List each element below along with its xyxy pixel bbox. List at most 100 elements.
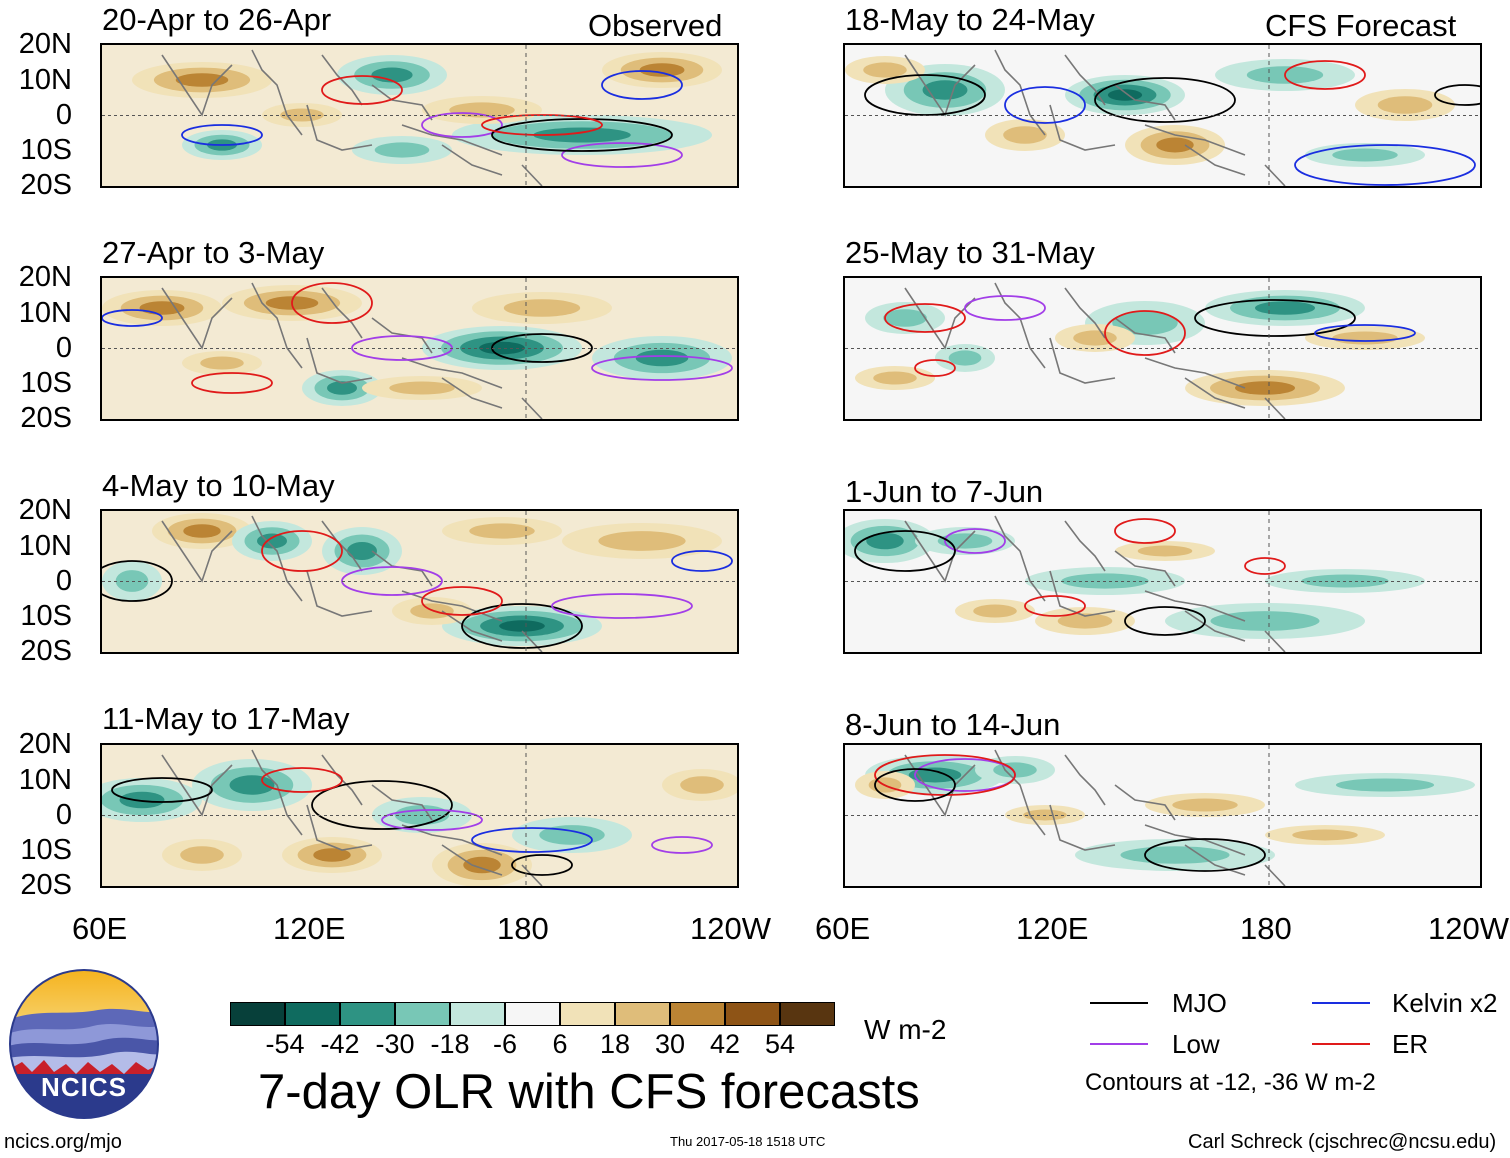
colorbar-tick-label: 30 (654, 1029, 686, 1059)
observed-label: Observed (588, 8, 723, 43)
coastline (904, 754, 976, 817)
lat-label: 0 (55, 332, 72, 364)
map-forecast-3 (843, 509, 1482, 654)
lat-label: 10S (20, 834, 72, 866)
colorbar-units: W m-2 (864, 1014, 947, 1045)
lat-label: 10N (18, 530, 72, 562)
olr-negative-anomaly (533, 127, 631, 143)
olr-negative-anomaly (327, 381, 357, 395)
lon-label-120e-right: 120E (1016, 911, 1089, 946)
er-contour (321, 75, 403, 105)
legend-mjo-label: MJO (1172, 988, 1227, 1018)
coastline (1264, 864, 1286, 886)
olr-positive-anomaly (1003, 126, 1047, 144)
coastline (441, 144, 503, 176)
legend-kelvin-label: Kelvin x2 (1392, 988, 1498, 1018)
kel-contour (1314, 324, 1416, 342)
lon-label-120w-right: 120W (1428, 911, 1509, 946)
coastline (321, 754, 363, 806)
lat-label: 0 (55, 99, 72, 131)
lat-label: 10N (18, 764, 72, 796)
olr-negative-anomaly (948, 350, 982, 366)
colorbar-swatch (670, 1002, 725, 1026)
ncics-logo: NCICS (8, 968, 160, 1120)
map-observed-3 (100, 509, 739, 654)
lat-label: 10S (20, 134, 72, 166)
er-contour (1114, 518, 1176, 544)
olr-positive-anomaly (389, 381, 455, 395)
coastline (1184, 844, 1246, 876)
er-contour (1024, 595, 1086, 617)
kel-contour (601, 70, 683, 100)
olr-negative-anomaly (1107, 89, 1143, 101)
mjo-contour (1194, 299, 1356, 337)
panel-title-observed-2: 27-Apr to 3-May (102, 235, 325, 270)
coastline (251, 749, 303, 836)
mjo-contour (311, 780, 453, 830)
coastline (1064, 754, 1106, 806)
lat-label: 20S (20, 869, 72, 901)
olr-negative-anomaly (374, 142, 430, 158)
mjo-contour (874, 768, 956, 802)
coastline (1114, 550, 1176, 587)
er-contour (914, 359, 956, 377)
er-contour (261, 530, 343, 572)
low-contour (551, 593, 693, 619)
kel-contour (102, 309, 163, 327)
olr-map-graphic (845, 511, 1480, 652)
legend-er-line (1312, 1043, 1370, 1045)
lat-label: 20N (18, 261, 72, 293)
panel-title-observed-4: 11-May to 17-May (102, 701, 350, 736)
lon-label-120e-left: 120E (273, 911, 346, 946)
olr-positive-anomaly (313, 848, 351, 862)
colorbar-tick-label: 18 (599, 1029, 631, 1059)
olr-positive-anomaly (1172, 798, 1238, 812)
olr-map-graphic (845, 45, 1480, 186)
low-contour (561, 142, 683, 168)
colorbar-swatch (725, 1002, 780, 1026)
low-contour (964, 295, 1046, 321)
mjo-contour (1434, 84, 1480, 106)
coastline (1114, 84, 1176, 121)
lon-label-180-right: 180 (1240, 911, 1292, 946)
coastline (1114, 784, 1176, 821)
low-contour (421, 112, 503, 138)
olr-map-graphic (102, 745, 737, 886)
coastline (321, 520, 363, 572)
low-contour (944, 528, 1006, 554)
olr-positive-anomaly (873, 371, 917, 385)
kel-contour (181, 124, 263, 146)
map-observed-1 (100, 43, 739, 188)
lat-label: 10S (20, 600, 72, 632)
olr-positive-anomaly (175, 73, 229, 87)
mjo-contour (854, 530, 956, 572)
olr-positive-anomaly (863, 62, 907, 78)
main-title: 7-day OLR with CFS forecasts (258, 1065, 920, 1119)
olr-negative-anomaly (883, 309, 927, 327)
colorbar-tick-label: -42 (320, 1029, 360, 1059)
olr-positive-anomaly (503, 299, 581, 317)
panel-title-observed-1: 20-Apr to 26-Apr (102, 2, 332, 37)
contour-note: Contours at -12, -36 W m-2 (1085, 1069, 1376, 1096)
mjo-contour (102, 560, 173, 602)
coastline (1064, 54, 1106, 106)
er-contour (421, 586, 503, 616)
er-contour (1244, 557, 1286, 575)
lon-label-60e-right: 60E (815, 911, 871, 946)
er-contour (1104, 310, 1186, 356)
logo-text: NCICS (41, 1072, 127, 1102)
lat-label: 20S (20, 169, 72, 201)
olr-negative-anomaly (993, 762, 1037, 778)
lat-label: 20N (18, 28, 72, 60)
colorbar-swatch (285, 1002, 340, 1026)
olr-map-graphic (102, 45, 737, 186)
map-forecast-1 (843, 43, 1482, 188)
panel-title-forecast-4: 8-Jun to 14-Jun (845, 707, 1061, 742)
coastline (1184, 144, 1246, 176)
mjo-contour (511, 854, 573, 876)
coastline (441, 377, 503, 409)
coastline (306, 570, 373, 617)
lat-label: 10N (18, 297, 72, 329)
coastline (1064, 287, 1106, 339)
coastline (161, 54, 233, 117)
